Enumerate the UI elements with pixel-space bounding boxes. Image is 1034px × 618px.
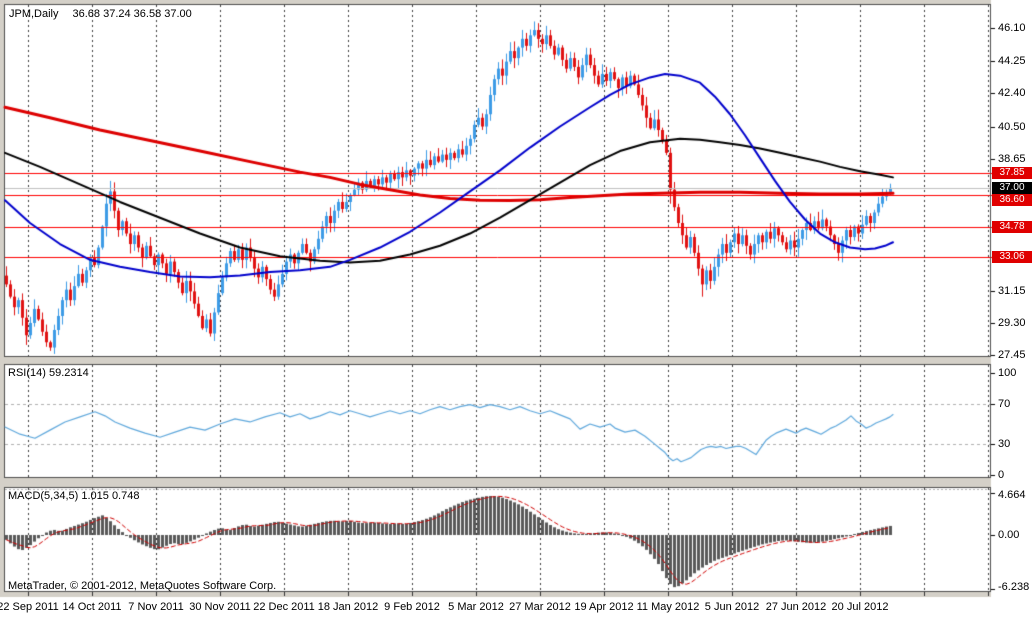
price-axis-label: 44.25 [998, 54, 1026, 67]
price-axis-label: 27.45 [998, 349, 1026, 362]
rsi-current-value: 59.2314 [48, 367, 89, 379]
date-label: 18 Jan 2012 [317, 601, 379, 613]
rsi-indicator-label: RSI(14) 59.2314 [8, 367, 89, 379]
date-label: 20 Jul 2012 [831, 601, 889, 613]
level-price-badge: 36.60 [992, 193, 1032, 206]
date-label: 7 Nov 2011 [128, 601, 184, 613]
macd-current-values: 1.015 0.748 [81, 490, 140, 502]
rsi-name: RSI(14) [8, 367, 46, 379]
macd-axis-label: 4.664 [998, 489, 1026, 501]
macd-indicator-label: MACD(5,34,5) 1.015 0.748 [8, 490, 139, 502]
date-label: 22 Dec 2011 [253, 601, 315, 613]
price-axis-label: 38.65 [998, 152, 1026, 165]
date-label: 11 May 2012 [636, 601, 700, 613]
date-label: 27 Jun 2012 [765, 601, 827, 613]
date-label: 5 Jun 2012 [704, 601, 760, 613]
date-label: 5 Mar 2012 [448, 601, 504, 613]
price-axis-label: 31.15 [998, 284, 1026, 297]
macd-axis-label: 0.00 [998, 529, 1020, 541]
date-label: 19 Apr 2012 [574, 601, 634, 613]
level-price-badge: 37.85 [992, 167, 1032, 179]
rsi-axis-label: 0 [998, 469, 1005, 481]
symbol-period-label: JPM,Daily [9, 8, 59, 20]
panel-separator-main-rsi[interactable] [4, 357, 991, 364]
price-axis-label: 40.50 [998, 120, 1026, 133]
level-price-badge: 34.78 [992, 220, 1032, 233]
copyright-label: MetaTrader, © 2001-2012, MetaQuotes Soft… [8, 580, 277, 592]
current-price-badge: 37.00 [992, 181, 1032, 194]
rsi-axis-label: 100 [998, 367, 1017, 379]
date-label: 30 Nov 2011 [189, 601, 251, 613]
rsi-axis-label: 30 [998, 438, 1011, 451]
level-price-badge: 33.06 [992, 251, 1032, 264]
date-label: 9 Feb 2012 [384, 601, 440, 613]
price-axis-label: 42.40 [998, 87, 1026, 100]
ohlc-values: 36.68 37.24 36.58 37.00 [72, 8, 192, 20]
price-axis-label: 46.10 [998, 22, 1026, 35]
chart-title: JPM,Daily 36.68 37.24 36.58 37.00 [9, 8, 192, 20]
panel-separator-rsi-macd[interactable] [4, 478, 991, 487]
date-label: 22 Sep 2011 [0, 601, 59, 613]
date-label: 14 Oct 2011 [62, 601, 122, 613]
rsi-axis-label: 70 [998, 397, 1011, 410]
date-label: 27 Mar 2012 [509, 601, 571, 613]
macd-name: MACD(5,34,5) [8, 490, 79, 502]
price-axis-label: 29.30 [998, 316, 1026, 329]
macd-axis-label: -6.238 [998, 581, 1030, 593]
